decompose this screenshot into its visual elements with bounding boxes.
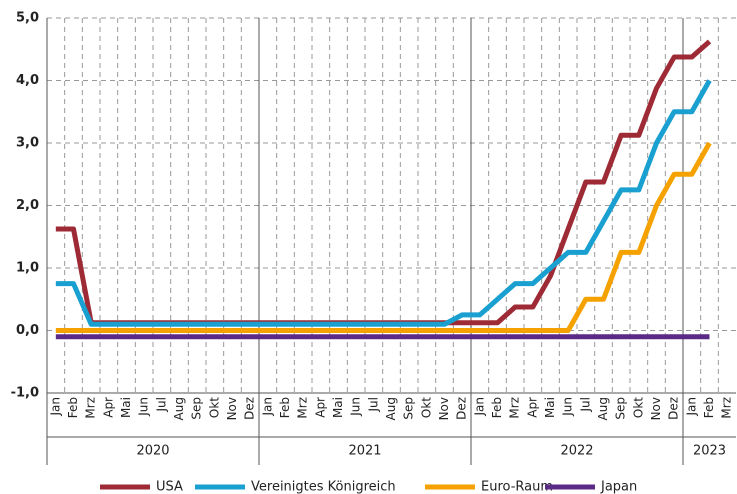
x-tick-label: Feb: [490, 397, 504, 418]
x-tick-label: Jan: [472, 397, 486, 417]
y-tick-label: 0,0: [16, 323, 39, 338]
x-tick-label: Jan: [48, 397, 62, 417]
x-tick-label: Nov: [649, 397, 663, 420]
x-tick-label: Okt: [207, 397, 221, 418]
series-line: [55, 141, 712, 333]
x-tick-label: Jul: [154, 397, 168, 412]
x-tick-label: Jun: [137, 397, 151, 417]
x-tick-label: Jul: [578, 397, 592, 412]
year-label: 2020: [136, 444, 169, 459]
x-tick-label: Dez: [667, 397, 681, 420]
y-tick-label: 4,0: [16, 73, 39, 88]
x-tick-label: Jan: [684, 397, 698, 417]
x-tick-label: Aug: [596, 397, 610, 420]
x-tick-label: Mai: [119, 397, 133, 418]
y-tick-label: 1,0: [16, 261, 39, 276]
x-tick-label: Aug: [384, 397, 398, 420]
y-tick-label: 5,0: [16, 11, 39, 26]
x-tick-label: Apr: [525, 397, 539, 418]
x-tick-label: Aug: [172, 397, 186, 420]
x-tick-label: Mrz: [84, 397, 98, 419]
legend-label: USA: [156, 480, 183, 494]
x-tick-label: Nov: [437, 397, 451, 420]
x-tick-label: Jan: [260, 397, 274, 417]
x-tick-label: Nov: [225, 397, 239, 420]
x-tick-label: Okt: [419, 397, 433, 418]
x-tick-label: Mai: [331, 397, 345, 418]
x-tick-label: Mrz: [720, 397, 734, 419]
legend-label: Japan: [600, 480, 637, 494]
x-tick-label: Jul: [366, 397, 380, 412]
x-tick-label: Dez: [243, 397, 257, 420]
year-label: 2023: [693, 444, 726, 459]
y-tick-label: 2,0: [16, 198, 39, 213]
x-tick-label: Mrz: [508, 397, 522, 419]
y-tick-label: 3,0: [16, 136, 39, 151]
x-tick-label: Dez: [455, 397, 469, 420]
x-tick-label: Feb: [278, 397, 292, 418]
x-tick-label: Apr: [101, 397, 115, 418]
x-tick-label: Mrz: [296, 397, 310, 419]
x-tick-label: Sep: [402, 397, 416, 420]
y-tick-label: -1,0: [11, 386, 39, 401]
x-tick-label: Sep: [614, 397, 628, 420]
x-tick-label: Sep: [190, 397, 204, 420]
x-tick-label: Jun: [561, 397, 575, 417]
year-label: 2021: [348, 444, 381, 459]
series-line: [55, 79, 712, 327]
x-tick-label: Feb: [66, 397, 80, 418]
legend-label: Euro-Raum: [481, 480, 553, 494]
x-tick-label: Jun: [349, 397, 363, 417]
legend-label: Vereinigtes Königreich: [251, 480, 396, 494]
x-tick-label: Apr: [313, 397, 327, 418]
year-label: 2022: [560, 444, 593, 459]
x-tick-label: Okt: [631, 397, 645, 418]
x-tick-label: Mai: [543, 397, 557, 418]
x-tick-label: Feb: [702, 397, 716, 418]
